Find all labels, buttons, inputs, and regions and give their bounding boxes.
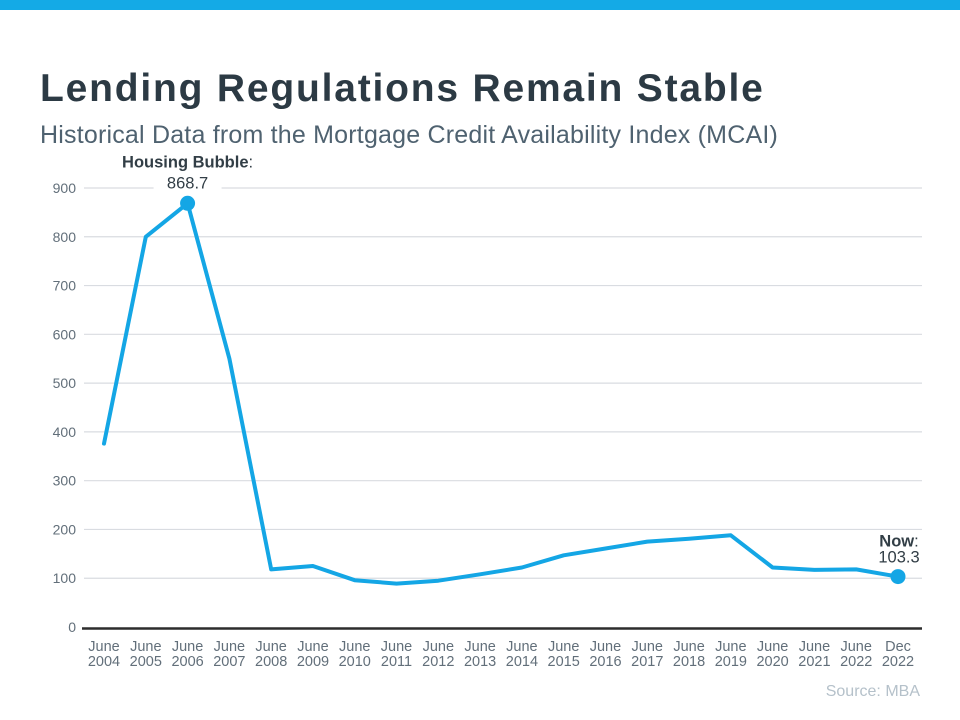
x-tick-label: June 2011 xyxy=(381,639,412,670)
peak-marker xyxy=(180,195,196,211)
now-annotation: Now:103.3 xyxy=(878,533,919,567)
svg-text:700: 700 xyxy=(53,278,77,294)
x-tick-label: June 2013 xyxy=(464,639,496,670)
svg-text:600: 600 xyxy=(53,326,77,342)
x-tick-label: June 2015 xyxy=(548,639,580,670)
svg-text:300: 300 xyxy=(53,473,77,489)
peak-annotation: Housing Bubble: 868.7 xyxy=(122,153,253,192)
annotation-label: Now: xyxy=(879,533,918,551)
now-marker xyxy=(890,569,906,585)
page-subtitle: Historical Data from the Mortgage Credit… xyxy=(40,120,779,149)
y-gridlines xyxy=(84,187,922,579)
svg-text:800: 800 xyxy=(53,229,77,245)
x-axis-labels: June 2004 June 2005 June 2006 June 2007 June 2008… xyxy=(88,639,914,670)
x-tick-label: June 2017 xyxy=(631,639,663,670)
mcai-line xyxy=(102,201,900,586)
x-tick-label: June 2016 xyxy=(589,639,621,670)
source-label: Source: MBA xyxy=(825,683,920,700)
annotation-label: Housing Bubble: xyxy=(122,153,253,171)
x-tick-label: June 2010 xyxy=(339,639,371,670)
svg-text:0: 0 xyxy=(68,619,76,635)
x-tick-label: June 2008 xyxy=(255,639,287,670)
svg-text:100: 100 xyxy=(53,570,77,586)
x-tick-label: June 2009 xyxy=(297,639,329,670)
annotation-value-bg xyxy=(865,548,933,566)
x-tick-label: June 2019 xyxy=(715,639,747,670)
x-tick-label: June 2014 xyxy=(506,639,538,670)
annotation-value: 103.3 xyxy=(878,549,919,567)
page-title: Lending Regulations Remain Stable xyxy=(40,67,765,111)
x-tick-label: June 2006 xyxy=(171,639,203,670)
svg-text:900: 900 xyxy=(53,180,77,196)
svg-text:400: 400 xyxy=(53,424,77,440)
x-tick-label: June 2012 xyxy=(422,639,454,670)
annotation-value: 868.7 xyxy=(167,174,208,192)
x-tick-label: Dec 2022 xyxy=(882,639,914,670)
x-tick-label: June 2005 xyxy=(130,639,162,670)
annotation-value-bg xyxy=(153,174,222,192)
x-tick-label: June 2007 xyxy=(213,639,245,670)
x-tick-label: June 2004 xyxy=(88,639,120,670)
x-tick-label: June 2022 xyxy=(840,639,872,670)
svg-text:500: 500 xyxy=(53,375,77,391)
y-axis-labels: 0 100 200 300 400 500 600 700 800 900 xyxy=(53,180,77,635)
x-tick-label: June 2018 xyxy=(673,639,705,670)
svg-text:200: 200 xyxy=(53,521,77,537)
x-tick-label: June 2021 xyxy=(798,639,830,670)
top-accent-bar xyxy=(0,0,960,10)
x-tick-label: June 2020 xyxy=(756,639,788,670)
